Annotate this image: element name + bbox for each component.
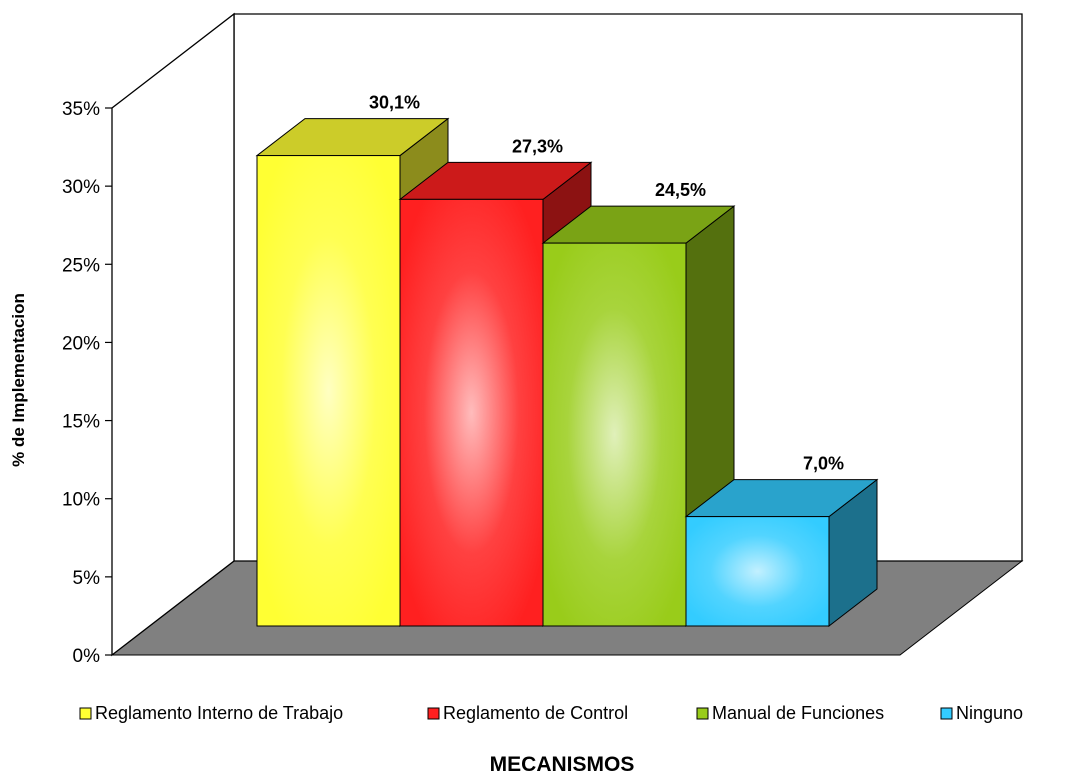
bar-front-face: [399, 198, 544, 627]
legend-swatch: [427, 707, 440, 720]
y-tick-label: 30%: [62, 177, 100, 198]
bar-front-face: [685, 516, 830, 627]
y-tick-label: 5%: [73, 568, 101, 589]
legend-label: Manual de Funciones: [712, 703, 884, 723]
y-tick-label: 0%: [73, 646, 101, 667]
data-label: 27,3%: [512, 136, 563, 156]
legend-swatch: [79, 707, 92, 720]
data-label: 24,5%: [655, 180, 706, 200]
y-tick-label: 25%: [62, 255, 100, 276]
chart-side-wall: [111, 12, 235, 657]
legend-label: Reglamento de Control: [443, 703, 628, 723]
y-tick-label: 10%: [62, 490, 100, 511]
data-label: 30,1%: [369, 93, 420, 113]
legend-label: Ninguno: [956, 703, 1023, 723]
y-tick-label: 35%: [62, 99, 100, 120]
legend-item: Reglamento Interno de Trabajo: [79, 703, 343, 723]
legend: Reglamento Interno de Trabajo Reglamento …: [79, 703, 1023, 723]
y-axis-label: % de Implementacion: [9, 293, 28, 467]
bar-front-face: [542, 242, 687, 627]
bar-front-face: [256, 155, 401, 627]
legend-item: Ninguno: [940, 703, 1023, 723]
legend-item: Reglamento de Control: [427, 703, 628, 723]
legend-swatch: [696, 707, 709, 720]
y-tick-label: 15%: [62, 412, 100, 433]
y-tick-label: 20%: [62, 333, 100, 354]
legend-label: Reglamento Interno de Trabajo: [95, 703, 343, 723]
data-labels: 30,1% 27,3% 24,5% 7,0%: [369, 93, 844, 474]
y-axis: 0% 5% 10% 15% 20% 25% 30% 35%: [62, 99, 112, 667]
bars: [255, 117, 879, 628]
bar: [684, 478, 879, 628]
x-axis-label: MECANISMOS: [490, 753, 635, 773]
legend-item: Manual de Funciones: [696, 703, 884, 723]
data-label: 7,0%: [803, 454, 844, 474]
legend-swatch: [940, 707, 953, 720]
